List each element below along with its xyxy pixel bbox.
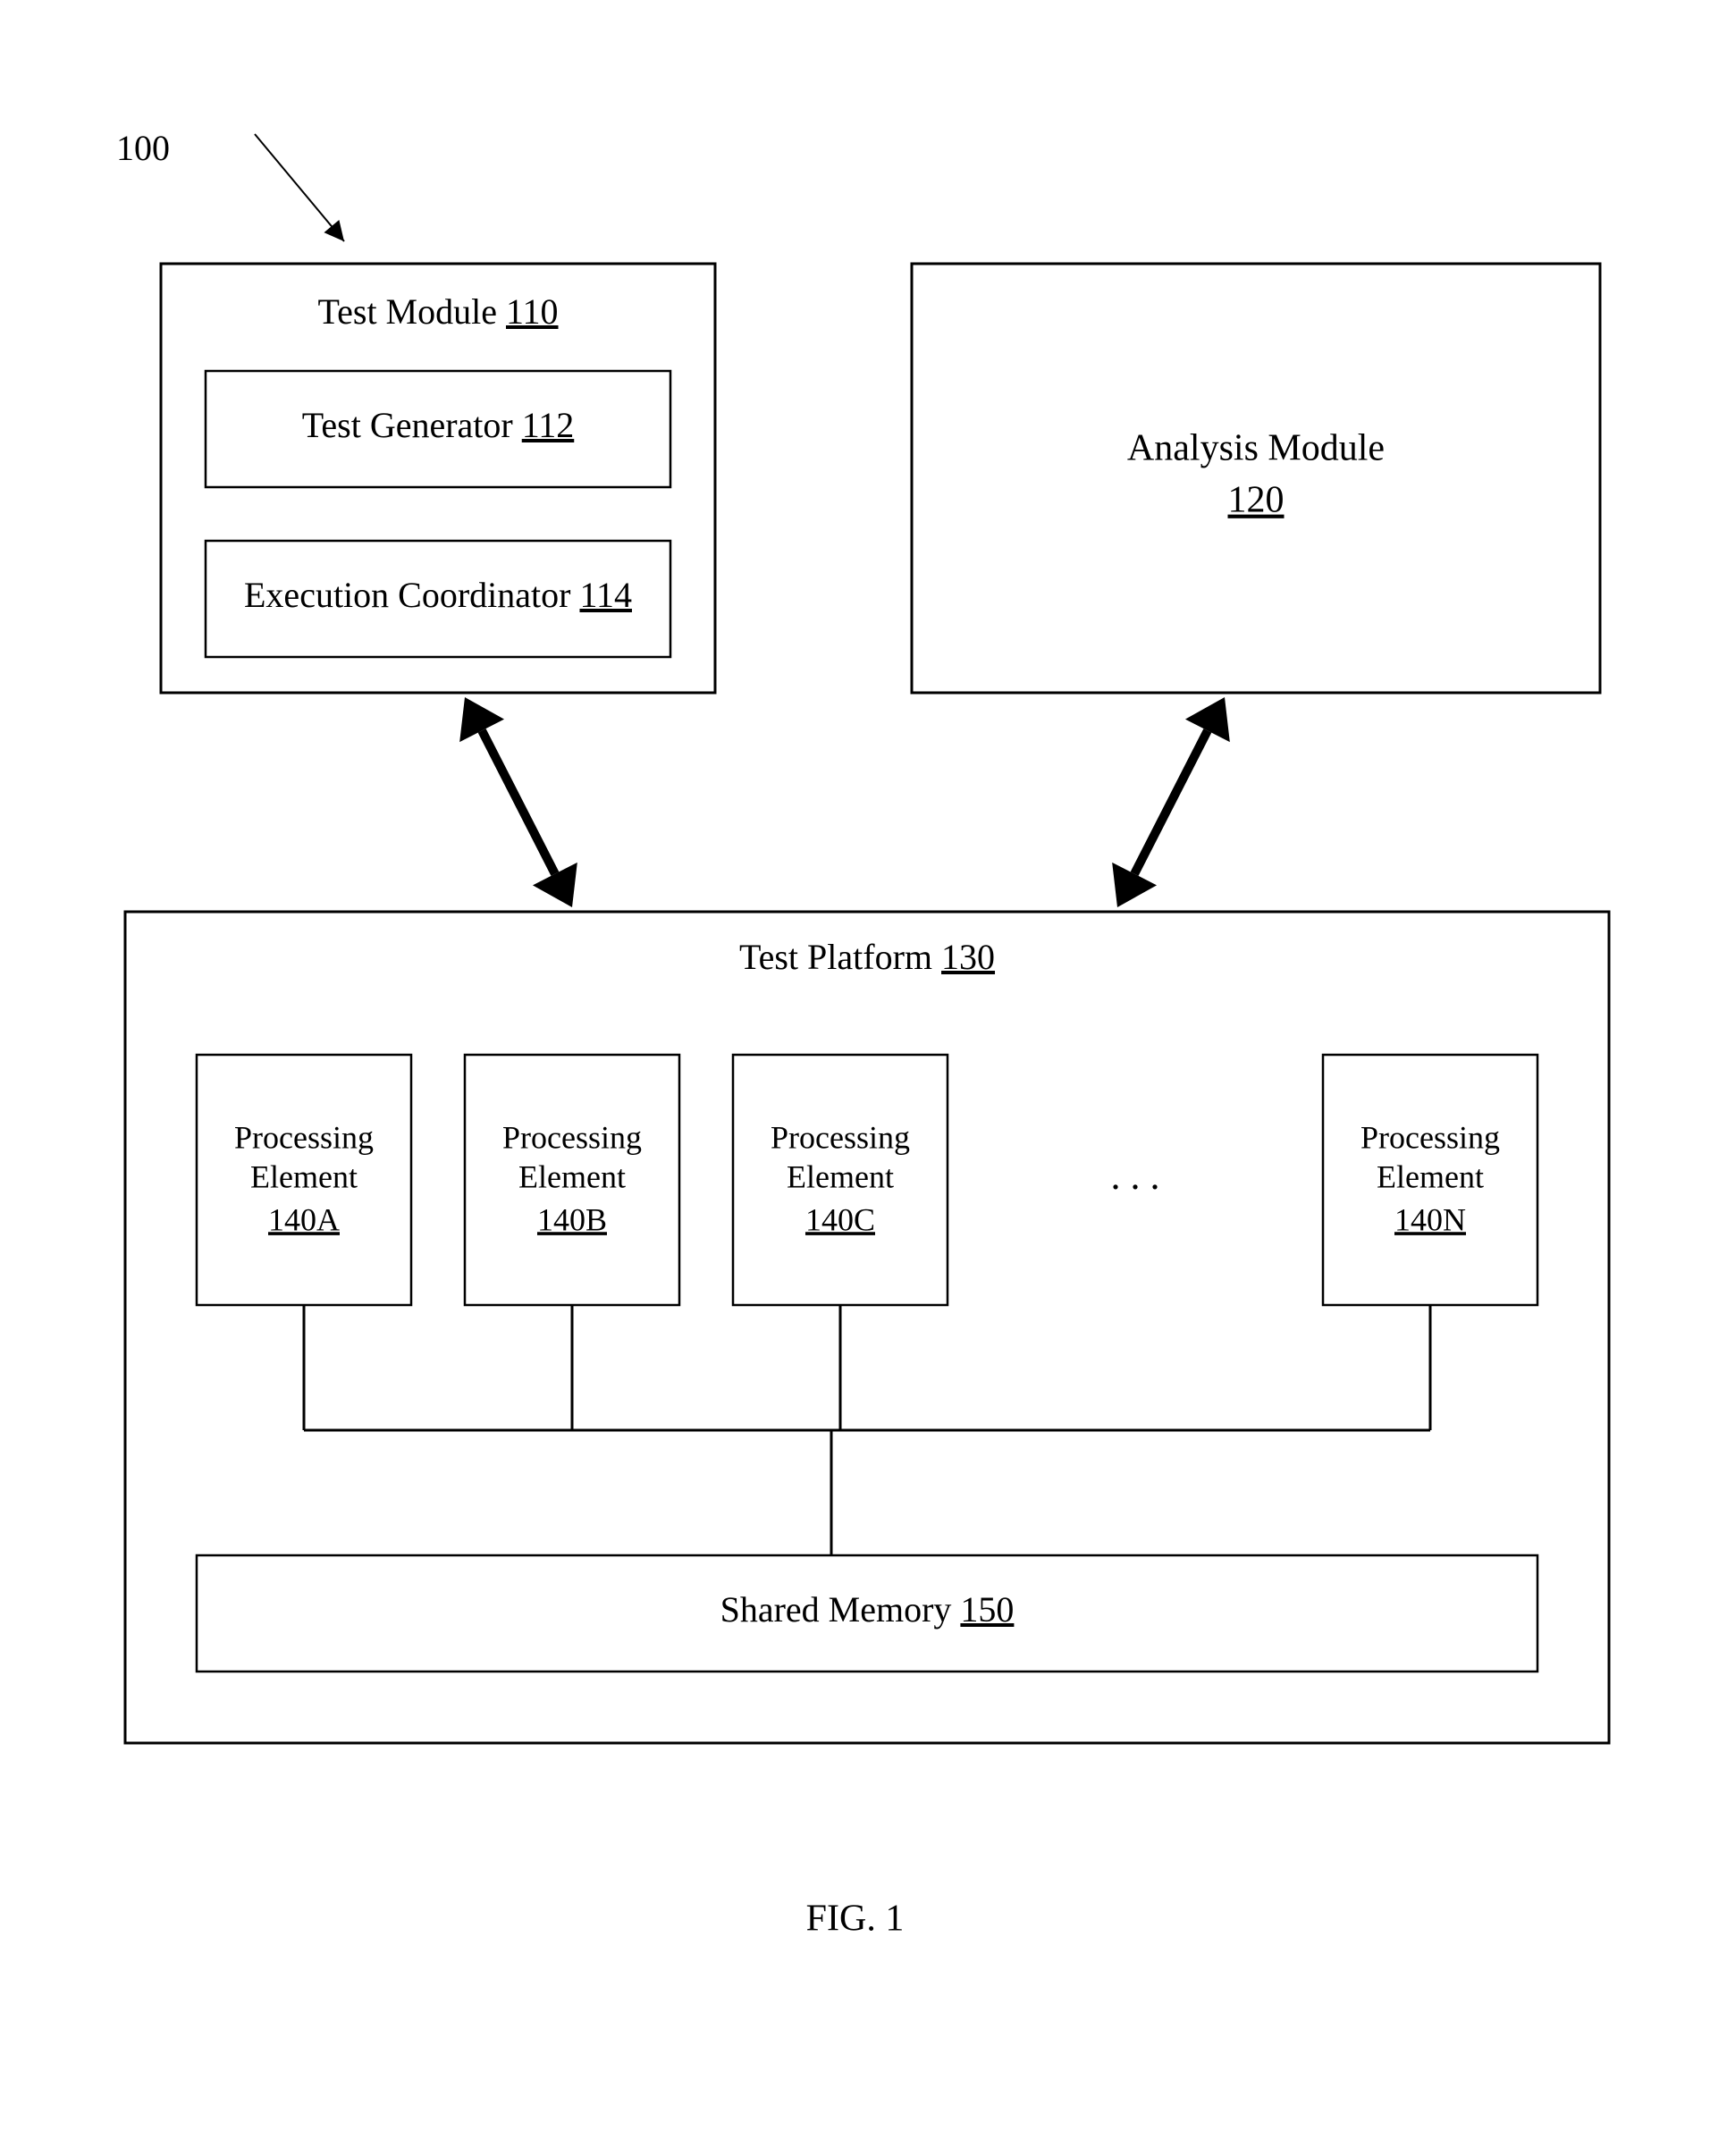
svg-text:120: 120 [1228, 480, 1285, 521]
svg-text:. . .: . . . [1111, 1154, 1160, 1198]
svg-text:140N: 140N [1394, 1201, 1466, 1237]
svg-text:Element: Element [1377, 1158, 1484, 1194]
svg-text:Element: Element [787, 1158, 894, 1194]
svg-text:Test Generator 112: Test Generator 112 [302, 405, 575, 445]
svg-text:Analysis Module: Analysis Module [1127, 428, 1385, 469]
svg-text:140A: 140A [268, 1201, 340, 1237]
svg-text:100: 100 [116, 128, 170, 168]
svg-text:Test Platform 130: Test Platform 130 [739, 937, 995, 977]
svg-text:Processing: Processing [771, 1119, 910, 1155]
svg-text:140B: 140B [537, 1201, 607, 1237]
svg-text:Processing: Processing [234, 1119, 374, 1155]
svg-text:Element: Element [518, 1158, 626, 1194]
svg-text:Processing: Processing [1360, 1119, 1500, 1155]
svg-text:140C: 140C [805, 1201, 875, 1237]
svg-text:Shared Memory 150: Shared Memory 150 [720, 1589, 1015, 1630]
svg-text:Element: Element [250, 1158, 358, 1194]
svg-text:Processing: Processing [502, 1119, 642, 1155]
svg-text:Test Module 110: Test Module 110 [317, 291, 558, 332]
svg-text:Execution Coordinator 114: Execution Coordinator 114 [244, 575, 632, 615]
svg-text:FIG. 1: FIG. 1 [806, 1899, 905, 1940]
